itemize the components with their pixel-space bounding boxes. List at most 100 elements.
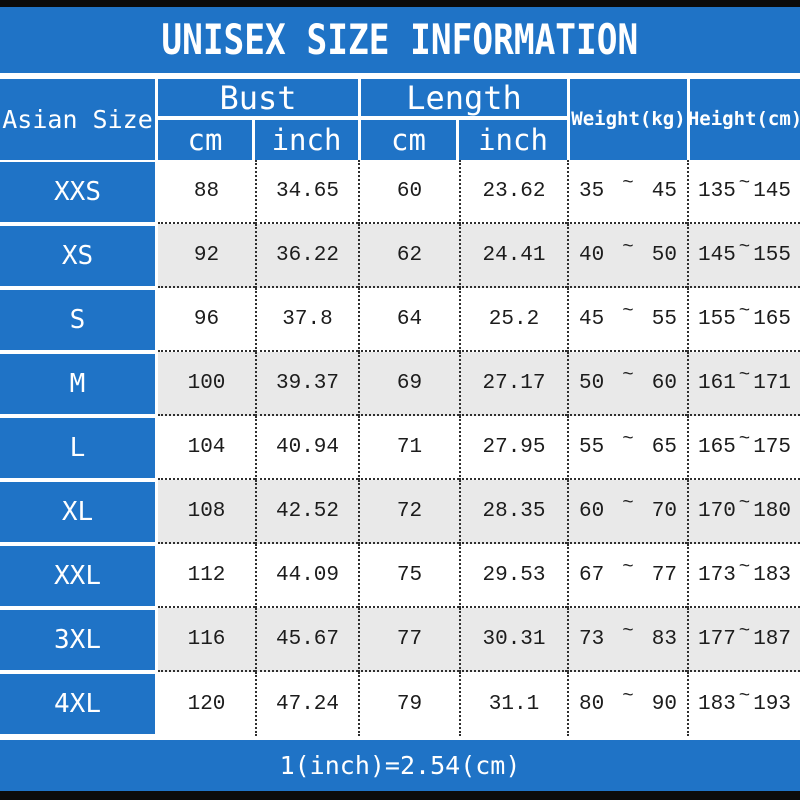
bust-cm-cell: 88 (158, 160, 255, 224)
tilde-glyph: ~ (738, 684, 751, 707)
tilde-glyph: ~ (738, 427, 751, 450)
tilde-glyph: ~ (622, 684, 634, 707)
tilde-glyph: ~ (622, 299, 634, 322)
height-max: 171 (753, 371, 791, 395)
height-max: 187 (753, 627, 791, 651)
length-cm-cell: 69 (358, 352, 459, 416)
length-cm-cell: 60 (358, 160, 459, 224)
weight-range-cell: 80 ~ 90 (567, 672, 687, 736)
bust-cm-cell: 116 (158, 608, 255, 672)
table-body: XXS 88 34.65 60 23.62 35 ~ 45 135 ~ 145 … (0, 160, 800, 736)
tilde-glyph: ~ (738, 171, 751, 194)
table-row: XXS 88 34.65 60 23.62 35 ~ 45 135 ~ 145 (0, 160, 800, 224)
bust-subheader-row: cm inch (158, 120, 358, 160)
column-header-bust-cm: cm (158, 120, 255, 160)
bottom-border-bar (0, 791, 800, 800)
table-row: S 96 37.8 64 25.2 45 ~ 55 155 ~ 165 (0, 288, 800, 352)
bust-inch-cell: 37.8 (255, 288, 358, 352)
tilde-glyph: ~ (622, 491, 634, 514)
weight-max: 60 (651, 371, 677, 395)
weight-min: 40 (579, 243, 605, 267)
length-cm-cell: 77 (358, 608, 459, 672)
height-range-cell: 135 ~ 145 (687, 160, 800, 224)
size-cell: S (0, 288, 158, 352)
length-cm-cell: 62 (358, 224, 459, 288)
height-min: 161 (698, 371, 736, 395)
bust-inch-cell: 39.37 (255, 352, 358, 416)
length-inch-cell: 25.2 (459, 288, 567, 352)
size-cell: XS (0, 224, 158, 288)
weight-range-cell: 45 ~ 55 (567, 288, 687, 352)
tilde-glyph: ~ (738, 619, 751, 642)
conversion-note-bar: 1(inch)=2.54(cm) (0, 740, 800, 791)
size-cell: XXL (0, 544, 158, 608)
weight-range-cell: 55 ~ 65 (567, 416, 687, 480)
length-inch-cell: 30.31 (459, 608, 567, 672)
tilde-glyph: ~ (738, 491, 751, 514)
height-max: 155 (753, 243, 791, 267)
weight-min: 73 (579, 627, 605, 651)
length-cm-cell: 72 (358, 480, 459, 544)
length-cm-cell: 71 (358, 416, 459, 480)
table-row: XXL 112 44.09 75 29.53 67 ~ 77 173 ~ 183 (0, 544, 800, 608)
tilde-glyph: ~ (738, 363, 751, 386)
column-header-height: Height(cm) (687, 79, 800, 160)
table-row: XL 108 42.52 72 28.35 60 ~ 70 170 ~ 180 (0, 480, 800, 544)
height-range-cell: 161 ~ 171 (687, 352, 800, 416)
bust-inch-cell: 44.09 (255, 544, 358, 608)
height-max: 183 (753, 563, 791, 587)
length-cm-cell: 75 (358, 544, 459, 608)
height-min: 173 (698, 563, 736, 587)
height-range-cell: 155 ~ 165 (687, 288, 800, 352)
weight-range-cell: 35 ~ 45 (567, 160, 687, 224)
height-range-cell: 170 ~ 180 (687, 480, 800, 544)
table-row: XS 92 36.22 62 24.41 40 ~ 50 145 ~ 155 (0, 224, 800, 288)
tilde-glyph: ~ (622, 171, 634, 194)
weight-max: 50 (651, 243, 677, 267)
bust-cm-cell: 112 (158, 544, 255, 608)
size-cell: XL (0, 480, 158, 544)
length-inch-cell: 27.17 (459, 352, 567, 416)
column-header-bust-inch: inch (255, 120, 358, 160)
size-cell: XXS (0, 160, 158, 224)
weight-min: 45 (579, 307, 605, 331)
bust-cm-cell: 96 (158, 288, 255, 352)
height-min: 135 (698, 179, 736, 203)
weight-range-cell: 50 ~ 60 (567, 352, 687, 416)
length-subheader-row: cm inch (361, 120, 567, 160)
size-cell: 4XL (0, 672, 158, 736)
height-min: 177 (698, 627, 736, 651)
tilde-glyph: ~ (738, 299, 751, 322)
bust-cm-cell: 120 (158, 672, 255, 736)
column-header-length-cm: cm (361, 120, 459, 160)
height-min: 165 (698, 435, 736, 459)
bust-inch-cell: 40.94 (255, 416, 358, 480)
conversion-note: 1(inch)=2.54(cm) (279, 751, 521, 780)
bust-cm-cell: 108 (158, 480, 255, 544)
bust-cm-cell: 104 (158, 416, 255, 480)
weight-max: 77 (651, 563, 677, 587)
table-row: M 100 39.37 69 27.17 50 ~ 60 161 ~ 171 (0, 352, 800, 416)
bust-inch-cell: 45.67 (255, 608, 358, 672)
weight-range-cell: 73 ~ 83 (567, 608, 687, 672)
column-header-weight: Weight(kg) (567, 79, 687, 160)
tilde-glyph: ~ (738, 555, 751, 578)
tilde-glyph: ~ (622, 363, 634, 386)
weight-max: 90 (651, 692, 677, 716)
height-max: 145 (753, 179, 791, 203)
table-row: 4XL 120 47.24 79 31.1 80 ~ 90 183 ~ 193 (0, 672, 800, 736)
height-range-cell: 183 ~ 193 (687, 672, 800, 736)
height-min: 183 (698, 692, 736, 716)
length-inch-cell: 23.62 (459, 160, 567, 224)
table-header: Asian Size Bust cm inch Length cm inch W… (0, 79, 800, 160)
tilde-glyph: ~ (622, 427, 634, 450)
column-header-asian-size: Asian Size (0, 79, 158, 160)
length-inch-cell: 28.35 (459, 480, 567, 544)
weight-min: 80 (579, 692, 605, 716)
tilde-glyph: ~ (738, 235, 751, 258)
top-border-bar (0, 0, 800, 7)
length-inch-cell: 29.53 (459, 544, 567, 608)
height-max: 193 (753, 692, 791, 716)
table-row: L 104 40.94 71 27.95 55 ~ 65 165 ~ 175 (0, 416, 800, 480)
weight-range-cell: 40 ~ 50 (567, 224, 687, 288)
